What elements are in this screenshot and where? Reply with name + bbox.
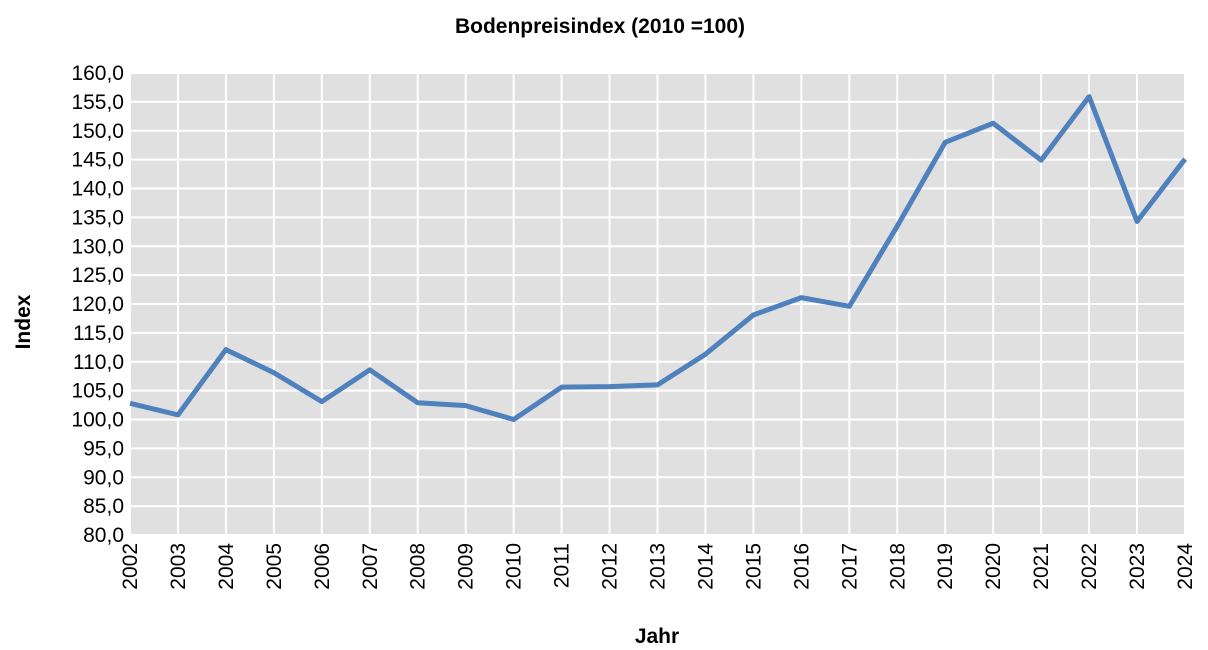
x-tick-label: 2006	[311, 543, 334, 590]
x-tick-label: 2020	[982, 543, 1005, 590]
x-tick-label: 2022	[1078, 543, 1101, 590]
data-line	[129, 94, 1187, 422]
x-tick-label: 2013	[647, 543, 670, 590]
x-tick-label: 2019	[934, 543, 957, 590]
x-tick-label: 2010	[503, 543, 526, 590]
x-tick-label: 2017	[838, 543, 861, 590]
y-tick-label: 130,0	[71, 235, 124, 258]
x-tick-label: 2016	[790, 543, 813, 590]
x-tick-label: 2003	[167, 543, 190, 590]
y-tick-label: 155,0	[71, 91, 124, 114]
y-tick-label: 80,0	[83, 524, 124, 547]
x-axis-label: Jahr	[635, 625, 679, 648]
x-tick-label: 2002	[119, 543, 142, 590]
x-tick-label: 2012	[599, 543, 622, 590]
x-tick-label: 2018	[886, 543, 909, 590]
chart-title: Bodenpreisindex (2010 =100)	[455, 15, 745, 38]
y-tick-label: 125,0	[71, 264, 124, 287]
y-tick-label: 115,0	[73, 322, 124, 345]
x-tick-label: 2024	[1174, 543, 1197, 590]
y-tick-label: 135,0	[71, 206, 124, 229]
y-tick-label: 85,0	[83, 495, 124, 518]
x-tick-label: 2011	[551, 543, 574, 588]
y-tick-label: 120,0	[71, 293, 124, 316]
x-tick-label: 2015	[742, 543, 765, 590]
x-tick-label: 2009	[455, 543, 478, 590]
y-tick-label: 95,0	[83, 437, 124, 460]
y-tick-label: 140,0	[71, 178, 124, 201]
x-tick-label: 2021	[1030, 543, 1053, 590]
x-tick-label: 2005	[263, 543, 286, 590]
x-tick-label: 2004	[215, 543, 238, 590]
y-tick-label: 110,0	[73, 351, 124, 374]
x-tick-label: 2008	[407, 543, 430, 590]
x-tick-label: 2014	[694, 543, 717, 590]
x-tick-label: 2023	[1126, 543, 1149, 590]
y-tick-label: 90,0	[83, 466, 124, 489]
y-tick-label: 105,0	[71, 380, 124, 403]
x-tick-label: 2007	[359, 543, 382, 590]
y-axis-label: Index	[12, 294, 35, 349]
y-tick-label: 150,0	[71, 120, 124, 143]
y-tick-label: 145,0	[71, 149, 124, 172]
y-tick-label: 160,0	[71, 62, 124, 85]
y-tick-label: 100,0	[71, 409, 124, 432]
